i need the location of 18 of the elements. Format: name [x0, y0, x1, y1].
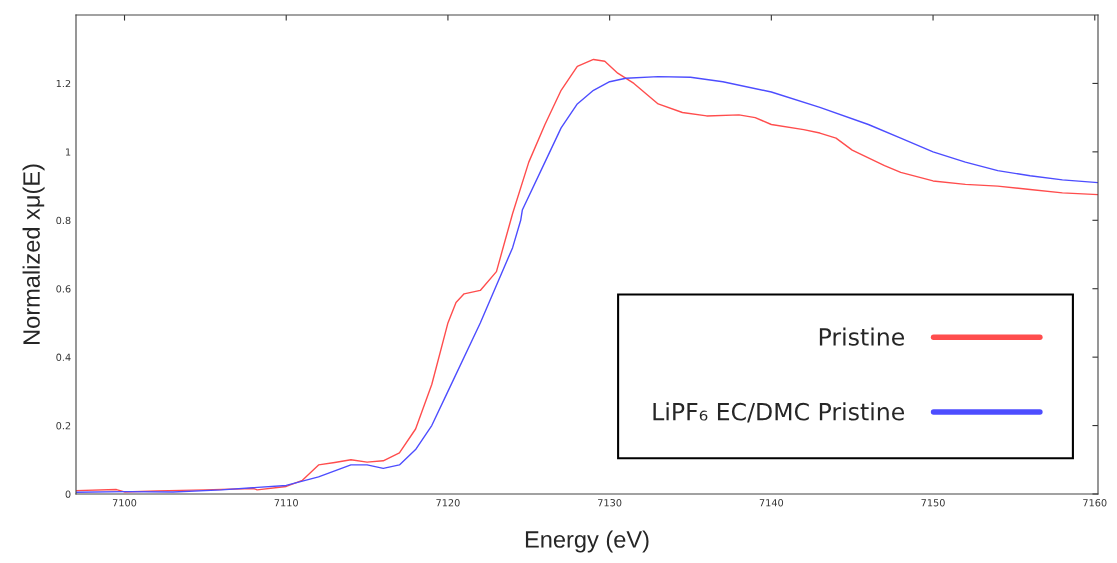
- x-tick-label: 7100: [112, 499, 137, 507]
- x-tick-label: 7150: [921, 499, 945, 507]
- y-tick-label: 1.2: [56, 79, 71, 88]
- y-tick-label: 0.8: [56, 216, 71, 225]
- x-tick-label: 7120: [436, 499, 460, 507]
- legend-label: LiPF₆ EC/DMC Pristine: [653, 402, 905, 423]
- x-tick-label: 7140: [759, 499, 784, 507]
- y-tick-label: 0.6: [56, 285, 71, 293]
- y-tick-label: 0.2: [56, 422, 71, 430]
- x-tick-label: 7130: [598, 499, 622, 507]
- x-tick-label: 7160: [1083, 499, 1107, 507]
- y-tick-label: 1: [66, 148, 71, 156]
- y-tick-label: 0: [65, 490, 71, 498]
- y-tick-label: 0.4: [56, 353, 71, 361]
- x-axis-title: Energy (eV): [525, 530, 649, 553]
- legend-label: Pristine: [819, 327, 905, 346]
- y-axis-title: Normalized xμ(E): [22, 164, 45, 344]
- x-tick-label: 7110: [274, 499, 298, 507]
